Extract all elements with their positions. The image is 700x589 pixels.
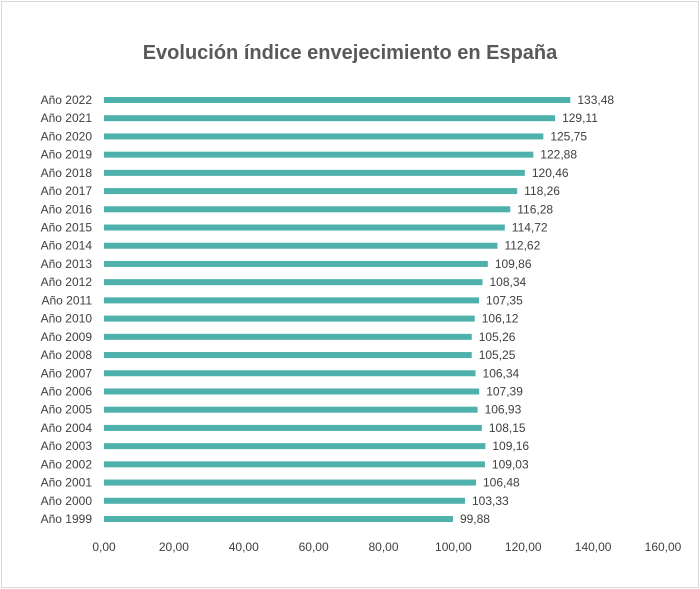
bar (104, 115, 556, 122)
bar (104, 297, 480, 304)
bar (104, 461, 485, 468)
bar (104, 133, 544, 140)
category-label: Año 2013 (41, 257, 93, 271)
category-label: Año 2011 (42, 293, 93, 307)
bar (104, 169, 525, 176)
bar (104, 479, 477, 486)
category-label: Año 2017 (41, 184, 93, 198)
bar (104, 97, 571, 103)
data-label: 133,48 (577, 93, 614, 107)
category-label: Año 2009 (41, 330, 93, 344)
category-label: Año 2007 (41, 366, 93, 380)
data-label: 120,46 (532, 166, 569, 180)
data-label: 107,35 (486, 293, 523, 307)
bar (104, 188, 518, 195)
bar (104, 333, 472, 340)
category-label: Año 2021 (41, 111, 93, 125)
data-label: 107,39 (486, 384, 523, 398)
data-label: 109,03 (492, 457, 529, 471)
bar (104, 206, 511, 213)
x-tick-label: 20,00 (159, 540, 189, 554)
x-tick-label: 40,00 (229, 540, 259, 554)
data-label: 114,72 (512, 221, 548, 235)
bar (104, 315, 475, 322)
category-label: Año 2005 (41, 403, 93, 417)
bar (104, 516, 453, 522)
bar (104, 406, 478, 413)
x-tick-label: 0,00 (92, 540, 116, 554)
data-label: 105,26 (479, 330, 516, 344)
x-tick-label: 60,00 (299, 540, 329, 554)
category-label: Año 2012 (41, 275, 93, 289)
bar (104, 260, 488, 267)
data-label: 112,62 (504, 239, 540, 253)
bar (104, 370, 476, 377)
data-label: 103,33 (472, 494, 509, 508)
category-label: Año 2010 (41, 312, 93, 326)
bar (104, 224, 505, 231)
data-label: 108,15 (489, 421, 526, 435)
data-label: 106,34 (483, 366, 520, 380)
bar (104, 151, 534, 158)
x-tick-label: 80,00 (368, 540, 398, 554)
category-label: Año 2015 (41, 221, 93, 235)
x-tick-label: 140,00 (575, 540, 612, 554)
category-label: Año 2000 (41, 494, 93, 508)
category-label: Año 2014 (41, 239, 93, 253)
bar (104, 279, 483, 286)
bar (104, 388, 480, 395)
category-label: Año 2003 (41, 439, 93, 453)
category-label: Año 2002 (41, 457, 93, 471)
bar (104, 497, 466, 504)
x-tick-label: 120,00 (505, 540, 542, 554)
bar (104, 352, 472, 359)
category-label: Año 2008 (41, 348, 93, 362)
bar (104, 443, 486, 450)
data-label: 109,86 (495, 257, 532, 271)
data-label: 106,48 (483, 476, 520, 490)
data-label: 129,11 (562, 111, 598, 125)
category-label: Año 2019 (41, 148, 93, 162)
data-label: 122,88 (540, 148, 577, 162)
category-label: Año 1999 (41, 512, 93, 526)
chart-title: Evolución índice envejecimiento en Españ… (143, 42, 558, 64)
bar (104, 242, 498, 249)
data-label: 99,88 (460, 512, 490, 526)
category-label: Año 2020 (41, 129, 93, 143)
data-label: 118,26 (524, 184, 560, 198)
data-label: 105,25 (479, 348, 516, 362)
category-label: Año 2018 (41, 166, 93, 180)
category-label: Año 2016 (41, 202, 93, 216)
bar (104, 424, 482, 431)
data-label: 109,16 (492, 439, 529, 453)
data-label: 125,75 (550, 129, 587, 143)
data-label: 108,34 (490, 275, 527, 289)
category-label: Año 2022 (41, 93, 93, 107)
data-label: 106,93 (485, 403, 522, 417)
x-tick-label: 160,00 (645, 540, 682, 554)
data-label: 116,28 (517, 202, 553, 216)
x-tick-label: 100,00 (435, 540, 472, 554)
category-label: Año 2006 (41, 384, 93, 398)
category-label: Año 2001 (41, 476, 93, 490)
data-label: 106,12 (482, 312, 519, 326)
category-label: Año 2004 (41, 421, 93, 435)
